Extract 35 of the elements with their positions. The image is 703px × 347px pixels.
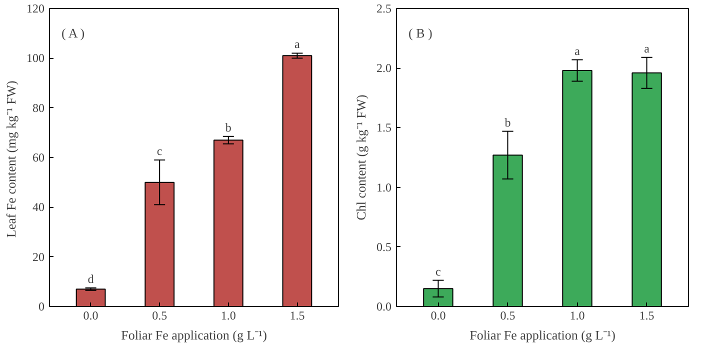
x-tick-label: 1.5 [639,308,654,322]
annotation: b [225,120,232,134]
annotation: c [156,144,162,158]
annotation: c [436,264,441,278]
annotation: ( A ) [62,26,85,40]
y-tick-label: 0.0 [376,300,392,314]
x-tick-label: 1.5 [290,308,305,322]
y-tick-label: 2.0 [376,61,392,76]
y-tick-label: 20 [32,250,44,264]
annotation: ( B ) [408,26,432,40]
y-tick-label: 80 [32,100,44,115]
x-tick-label: 0.0 [83,308,98,322]
x-tick-label: 0.0 [430,308,446,322]
annotation: a [294,37,301,52]
annotation: a [644,41,650,56]
y-tick-label: 60 [32,150,44,164]
annotation: d [88,272,94,286]
annotation: b [504,115,511,130]
y-tick-label: 1.5 [376,120,392,135]
y-axis-title: Chl content (g kg⁻¹ FW) [354,94,368,220]
x-axis-title: Foliar Fe application (g L⁻¹) [470,328,616,342]
y-tick-label: 0.5 [376,240,392,254]
y-tick-label: 2.5 [376,2,392,16]
y-tick-label: 1.0 [376,180,392,194]
x-axis-title: Foliar Fe application (g L⁻¹) [121,328,267,342]
y-axis-title: Leaf Fe content (mg kg⁻¹ FW) [4,80,18,238]
y-tick-label: 40 [32,200,44,214]
annotation: a [574,44,581,58]
x-tick-label: 1.0 [570,308,585,322]
y-tick-label: 0 [38,300,44,314]
y-tick-label: 100 [26,51,44,66]
y-tick-label: 120 [26,2,44,16]
x-tick-label: 0.5 [500,308,516,322]
x-tick-label: 0.5 [152,308,168,322]
x-tick-label: 1.0 [220,308,236,322]
